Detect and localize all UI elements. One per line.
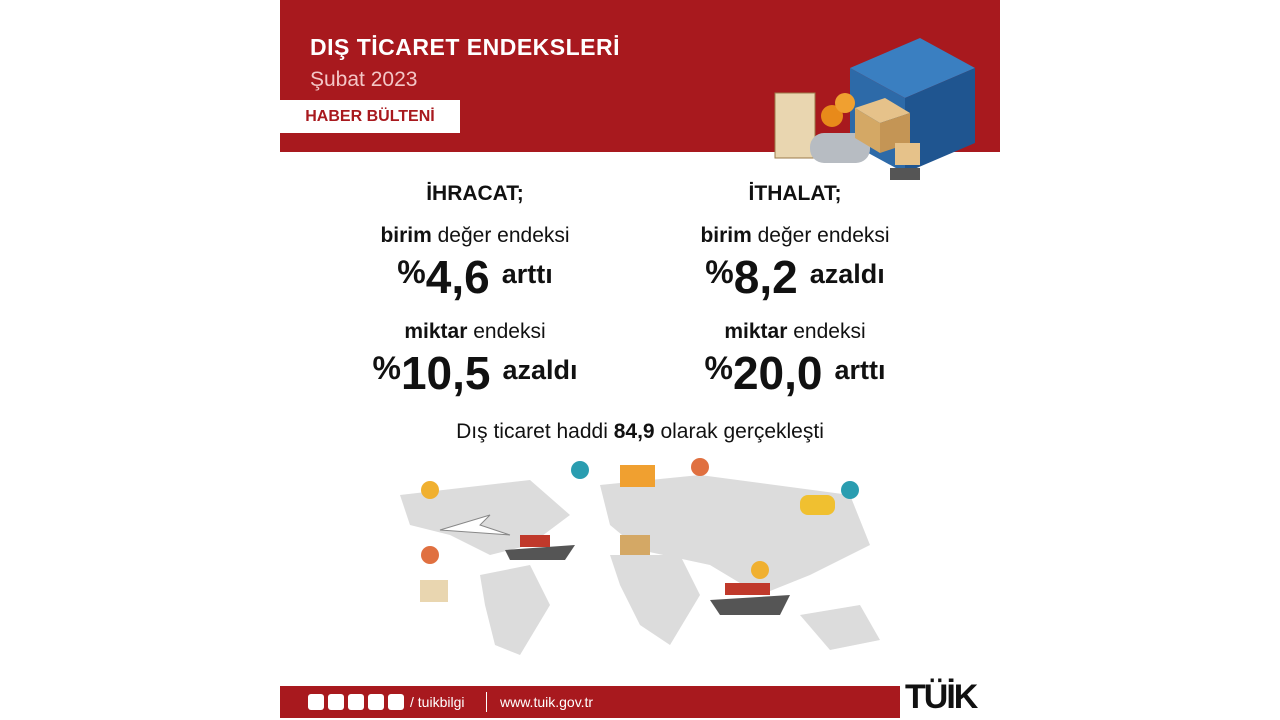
world-map-illustration — [400, 458, 880, 655]
index-label-rest: değer endeksi — [437, 224, 570, 247]
divider — [486, 692, 487, 712]
terms-value: 84,9 — [613, 420, 655, 443]
terms-text: olarak gerçekleşti — [660, 420, 824, 443]
change-value: 4,6 — [425, 251, 490, 303]
index-change: %4,6 arttı — [315, 250, 635, 304]
change-value: 8,2 — [733, 251, 798, 303]
exports-heading: İHRACAT; — [426, 182, 524, 205]
imports-column: İTHALAT; birim değer endeksi %8,2 azaldı mi… — [635, 182, 955, 416]
percent-sign: % — [397, 254, 426, 290]
change-direction: arttı — [834, 355, 886, 385]
index-label: miktar endeksi — [635, 320, 955, 344]
imports-heading: İTHALAT; — [748, 182, 842, 205]
change-direction: arttı — [501, 259, 553, 289]
index-label-bold: birim — [700, 224, 752, 247]
change-value: 10,5 — [400, 347, 491, 399]
terms-of-trade: Dış ticaret haddi 84,9 olarak gerçekleşt… — [280, 420, 1000, 444]
title: DIŞ TİCARET ENDEKSLERİ — [310, 34, 621, 60]
index-change: %10,5 azaldı — [315, 346, 635, 400]
index-label-bold: birim — [380, 224, 432, 247]
social-handle: / tuikbilgi — [410, 694, 465, 710]
index-label-rest: endeksi — [793, 320, 866, 343]
percent-sign: % — [704, 350, 733, 386]
logo: TÜİK — [905, 678, 978, 716]
index-change: %20,0 arttı — [635, 346, 955, 400]
percent-sign: % — [372, 350, 401, 386]
change-direction: azaldı — [809, 259, 885, 289]
change-direction: azaldı — [502, 355, 578, 385]
change-value: 20,0 — [732, 347, 823, 399]
index-label-bold: miktar — [724, 320, 788, 343]
subtitle: Şubat 2023 — [310, 68, 418, 91]
index-change: %8,2 azaldı — [635, 250, 955, 304]
index-label: miktar endeksi — [315, 320, 635, 344]
website: www.tuik.gov.tr — [500, 694, 594, 710]
index-label-bold: miktar — [404, 320, 468, 343]
terms-text: Dış ticaret haddi — [456, 420, 608, 443]
badge: HABER BÜLTENİ — [280, 100, 460, 133]
trade-illustration — [774, 38, 975, 180]
footer-bar: / tuikbilgi www.tuik.gov.tr — [280, 686, 900, 718]
index-label-rest: değer endeksi — [757, 224, 890, 247]
index-label: birim değer endeksi — [635, 224, 955, 248]
index-label: birim değer endeksi — [315, 224, 635, 248]
exports-column: İHRACAT; birim değer endeksi %4,6 arttı mik… — [315, 182, 635, 416]
social-icons — [308, 694, 404, 710]
percent-sign: % — [705, 254, 734, 290]
index-label-rest: endeksi — [473, 320, 546, 343]
